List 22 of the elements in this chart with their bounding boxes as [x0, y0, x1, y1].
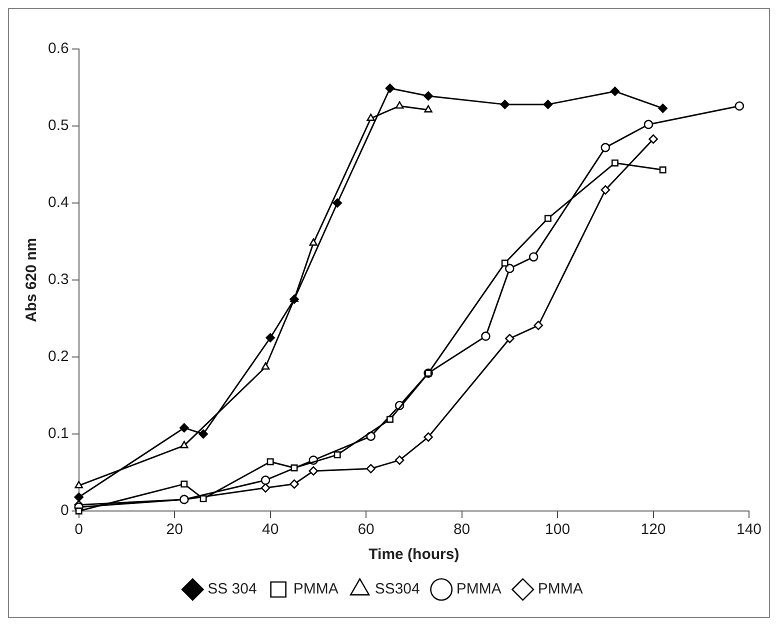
legend-label: SS304: [374, 580, 420, 598]
y-tick-label: 0.1: [48, 425, 69, 442]
y-tick-label: 0.5: [48, 117, 69, 134]
legend-label: PMMA: [293, 580, 338, 598]
y-tick-label: 0.4: [48, 194, 69, 212]
x-tick-label: 120: [640, 521, 666, 538]
x-tick-label: 40: [262, 521, 279, 538]
y-tick-label: 0.3: [48, 271, 69, 288]
y-tick-label: 0.2: [48, 348, 69, 366]
x-tick-label: 0: [74, 521, 84, 538]
x-tick-label: 60: [358, 521, 374, 538]
y-axis-title: Abs 620 nm: [23, 238, 40, 322]
x-axis-title: Time (hours): [368, 546, 460, 564]
legend-label: PMMA: [538, 580, 583, 598]
legend-label: SS 304: [208, 580, 257, 598]
y-tick-label: 0.6: [48, 40, 69, 58]
y-tick-label: 0: [60, 502, 69, 520]
x-tick-label: 80: [453, 521, 470, 538]
legend-label: PMMA: [456, 580, 502, 598]
x-tick-label: 20: [166, 521, 183, 538]
x-tick-label: 140: [736, 521, 762, 538]
x-tick-label: 100: [545, 521, 570, 538]
